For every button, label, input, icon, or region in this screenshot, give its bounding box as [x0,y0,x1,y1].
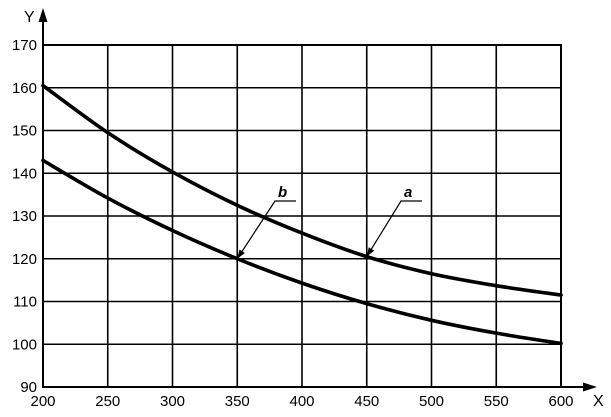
series-layer [41,83,563,346]
callout-leader-b [236,200,296,260]
y-axis-label: Y [24,9,35,26]
x-tick-label: 250 [95,393,120,410]
callout-label-a: a [404,184,412,201]
y-tick-label: 150 [12,123,37,140]
callout-label-b: b [278,184,287,201]
y-tick-label: 140 [12,165,37,182]
callout-leader-a [366,200,422,257]
axes: Y X [24,8,604,410]
series-line-b [41,158,563,346]
y-axis-arrowhead [38,8,48,22]
annotation-layer: ab [236,184,422,260]
y-tick-label: 90 [20,379,37,396]
y-tick-label: 130 [12,208,37,225]
x-tick-label: 600 [548,393,573,410]
grid [42,44,562,388]
callout-arrowhead-a [366,247,375,257]
x-tick-label: 450 [354,393,379,410]
x-tick-label: 200 [30,393,55,410]
callout-arrowhead-b [237,249,245,259]
x-tick-label: 350 [225,393,250,410]
tick-labels: 200 250 300 350 400 450 500 550 600 90 100 110 120 13… [12,37,574,410]
y-tick-label: 160 [12,80,37,97]
series-line-a [41,83,563,297]
x-tick-label: 400 [289,393,314,410]
plot-frame [42,44,562,388]
x-axis-arrowhead [583,382,597,392]
y-tick-label: 120 [12,251,37,268]
x-axis-label: X [593,393,604,410]
y-tick-label: 110 [13,294,37,311]
y-tick-label: 100 [12,336,37,353]
x-tick-label: 550 [484,393,509,410]
x-tick-label: 500 [419,393,444,410]
y-tick-label: 170 [12,37,37,54]
x-tick-label: 300 [160,393,185,410]
